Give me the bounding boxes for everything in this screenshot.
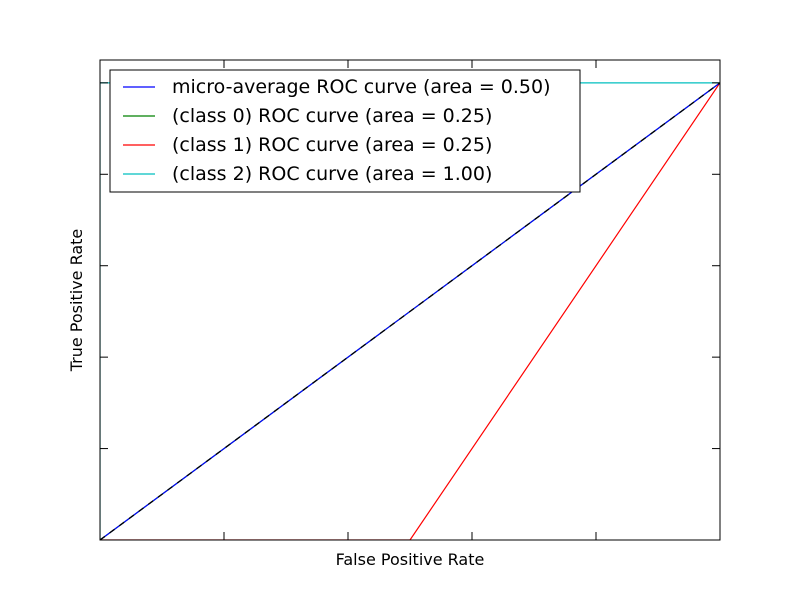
legend-label-micro-average: micro-average ROC curve (area = 0.50) xyxy=(172,76,551,98)
legend-label-class-0: (class 0) ROC curve (area = 0.25) xyxy=(172,105,492,127)
legend-entry-class-1: (class 1) ROC curve (area = 0.25) xyxy=(123,134,492,156)
series-line-class-1 xyxy=(100,82,720,540)
plot-frame xyxy=(99,59,721,541)
reference-diagonal-line xyxy=(100,82,720,540)
x-axis-label: False Positive Rate xyxy=(336,550,485,569)
legend-label-class-1: (class 1) ROC curve (area = 0.25) xyxy=(172,134,492,156)
legend-entry-micro-average: micro-average ROC curve (area = 0.50) xyxy=(123,76,551,98)
ticks-layer xyxy=(100,60,720,540)
legend-entry-class-0: (class 0) ROC curve (area = 0.25) xyxy=(123,105,492,127)
legend-box xyxy=(109,69,581,193)
legend-entry-class-2: (class 2) ROC curve (area = 1.00) xyxy=(123,163,492,185)
y-axis-label: True Positive Rate xyxy=(67,229,86,373)
legend-label-class-2: (class 2) ROC curve (area = 1.00) xyxy=(172,163,492,185)
legend: micro-average ROC curve (area = 0.50) (c… xyxy=(109,69,581,193)
